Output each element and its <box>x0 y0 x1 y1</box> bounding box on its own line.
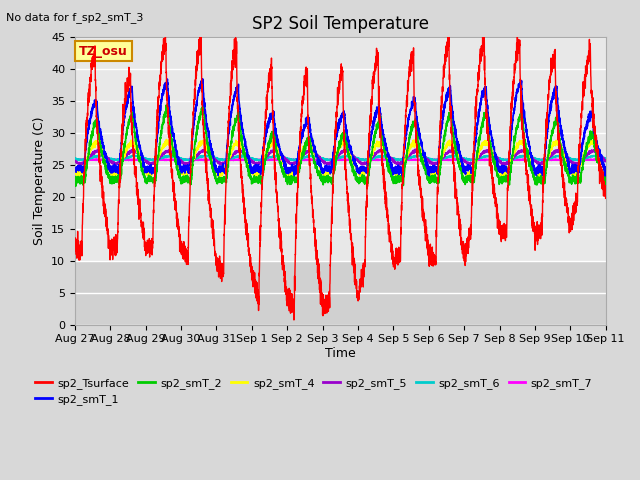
Bar <box>75 261 605 324</box>
Y-axis label: Soil Temperature (C): Soil Temperature (C) <box>33 117 45 245</box>
X-axis label: Time: Time <box>325 347 356 360</box>
Legend: sp2_Tsurface, sp2_smT_1, sp2_smT_2, sp2_smT_4, sp2_smT_5, sp2_smT_6, sp2_smT_7: sp2_Tsurface, sp2_smT_1, sp2_smT_2, sp2_… <box>31 373 597 409</box>
Text: TZ_osu: TZ_osu <box>79 45 128 58</box>
Text: No data for f_sp2_smT_3: No data for f_sp2_smT_3 <box>6 12 144 23</box>
Title: SP2 Soil Temperature: SP2 Soil Temperature <box>252 15 429 33</box>
